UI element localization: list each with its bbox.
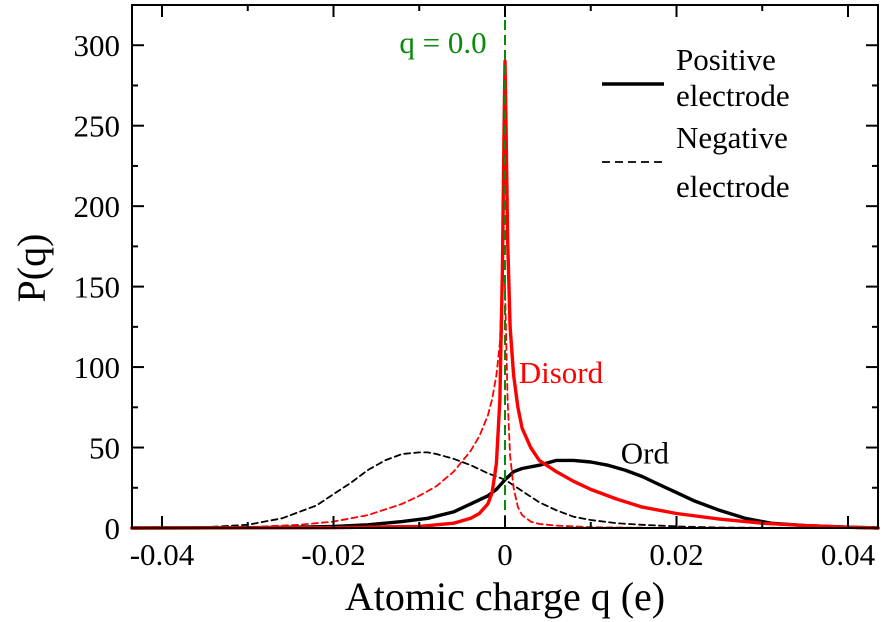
x-tick-label: -0.02 [301, 537, 366, 572]
ticks-group: -0.04 -0.02 0 0.02 0.04 0 50 100 150 200 250 300 [74, 4, 878, 572]
y-axis-title: P(q) [9, 234, 54, 303]
legend-label-line1: Positive [676, 42, 776, 77]
y-tick-label: 250 [74, 109, 121, 144]
y-tick-label: 50 [89, 431, 120, 466]
zero-charge-line-group: q = 0.0 [399, 5, 506, 528]
x-tick-label: 0.02 [649, 537, 703, 572]
y-tick-label: 150 [74, 270, 121, 305]
zero-charge-label: q = 0.0 [399, 25, 486, 60]
y-tick-label: 100 [74, 350, 121, 385]
x-axis-title: Atomic charge q (e) [345, 574, 665, 619]
series-ord-positive [130, 458, 880, 530]
y-tick-label: 0 [105, 511, 121, 546]
x-tick-label: -0.04 [130, 537, 195, 572]
series-disord-positive [130, 59, 880, 530]
legend-label-line2: electrode [676, 169, 790, 204]
annotations-group: Disord Ord [519, 355, 670, 470]
y-tick-label: 300 [74, 28, 121, 63]
legend-label-line2: electrode [676, 78, 790, 113]
y-tick-label: 200 [74, 189, 121, 224]
legend-label-line1: Negative [676, 120, 788, 155]
annotation-disord: Disord [519, 355, 604, 390]
series-disord-negative [131, 269, 879, 529]
x-tick-label: 0 [497, 537, 513, 572]
annotation-ord: Ord [621, 436, 670, 471]
x-tick-label: 0.04 [821, 537, 876, 572]
series-group [130, 59, 880, 530]
